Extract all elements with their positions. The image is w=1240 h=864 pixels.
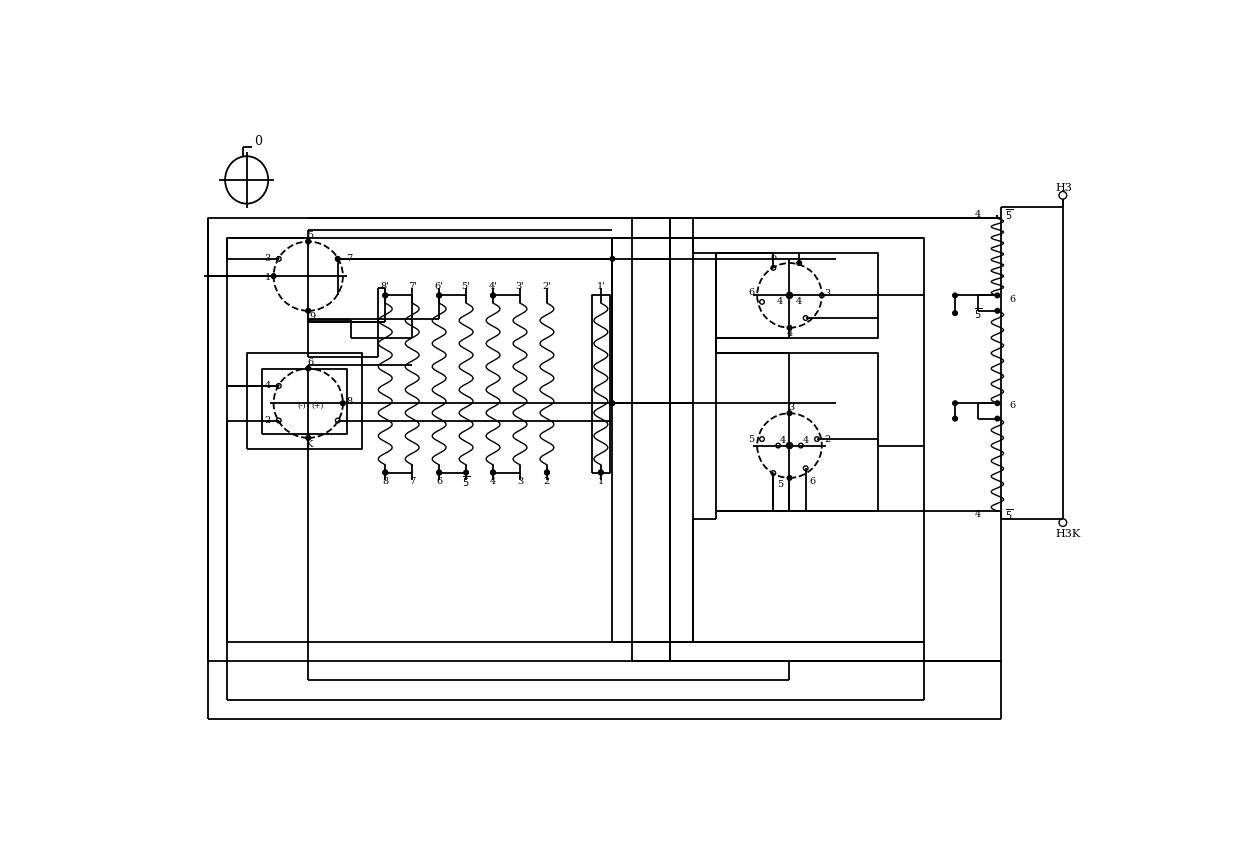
Text: 6: 6 xyxy=(1009,295,1016,304)
Circle shape xyxy=(306,436,310,440)
Circle shape xyxy=(610,401,615,405)
Text: 3: 3 xyxy=(825,289,831,298)
Text: 4: 4 xyxy=(975,511,981,519)
Text: $\overline{5}$: $\overline{5}$ xyxy=(975,306,982,321)
Circle shape xyxy=(306,239,310,244)
Circle shape xyxy=(383,470,388,475)
Circle shape xyxy=(336,257,340,261)
Text: 4': 4' xyxy=(489,282,497,290)
Circle shape xyxy=(383,293,388,298)
Text: 3': 3' xyxy=(516,282,525,290)
Text: 6: 6 xyxy=(748,288,754,296)
Circle shape xyxy=(952,293,957,298)
Text: 8': 8' xyxy=(381,282,389,290)
Text: 4: 4 xyxy=(776,297,782,306)
Circle shape xyxy=(787,326,791,329)
Text: 9: 9 xyxy=(309,313,315,321)
Text: 1: 1 xyxy=(598,477,604,486)
Circle shape xyxy=(786,442,792,448)
Circle shape xyxy=(436,470,441,475)
Text: H3: H3 xyxy=(1055,182,1073,193)
Text: 6: 6 xyxy=(1009,401,1016,410)
Circle shape xyxy=(436,470,441,475)
Text: 2: 2 xyxy=(544,477,551,486)
Text: 4: 4 xyxy=(802,436,808,446)
Circle shape xyxy=(797,262,801,264)
Circle shape xyxy=(491,293,495,298)
Text: 2: 2 xyxy=(825,435,831,443)
Text: $\overline{5}$: $\overline{5}$ xyxy=(1004,507,1013,522)
Text: $\overline{5}$: $\overline{5}$ xyxy=(463,474,470,489)
Circle shape xyxy=(786,292,792,298)
Circle shape xyxy=(491,293,495,298)
Circle shape xyxy=(491,470,495,475)
Text: 8: 8 xyxy=(346,397,352,406)
Text: 4: 4 xyxy=(786,329,792,339)
Text: 6: 6 xyxy=(308,358,314,367)
Text: 7': 7' xyxy=(408,282,417,290)
Circle shape xyxy=(952,401,957,405)
Text: 8: 8 xyxy=(382,477,388,486)
Circle shape xyxy=(787,411,791,415)
Text: 6': 6' xyxy=(435,282,444,290)
Circle shape xyxy=(544,470,549,475)
Circle shape xyxy=(787,476,791,480)
Text: 3: 3 xyxy=(787,403,794,412)
Circle shape xyxy=(383,470,388,475)
Circle shape xyxy=(464,470,469,475)
Text: 4: 4 xyxy=(796,297,802,306)
Circle shape xyxy=(436,293,441,298)
Text: 4: 4 xyxy=(780,436,786,446)
Circle shape xyxy=(306,366,310,371)
Circle shape xyxy=(436,293,441,298)
Text: 7: 7 xyxy=(346,254,352,264)
Text: 7: 7 xyxy=(409,477,415,486)
Text: 4: 4 xyxy=(264,381,270,391)
Text: 5': 5' xyxy=(461,282,470,290)
Text: 0: 0 xyxy=(254,135,262,148)
Text: 2: 2 xyxy=(264,416,270,425)
Circle shape xyxy=(610,257,615,261)
Circle shape xyxy=(994,416,999,421)
Text: 6: 6 xyxy=(436,477,443,486)
Circle shape xyxy=(994,308,999,313)
Text: (-): (-) xyxy=(298,402,305,410)
Circle shape xyxy=(599,470,603,475)
Text: 5: 5 xyxy=(748,435,754,443)
Text: 3: 3 xyxy=(517,477,523,486)
Circle shape xyxy=(599,470,603,475)
Text: K: K xyxy=(305,440,312,448)
Text: 4: 4 xyxy=(975,210,981,219)
Circle shape xyxy=(952,311,957,315)
Text: 5: 5 xyxy=(776,480,782,488)
Circle shape xyxy=(306,309,310,313)
Text: H3K: H3K xyxy=(1055,529,1080,539)
Text: $\overline{5}$: $\overline{5}$ xyxy=(1004,207,1013,222)
Circle shape xyxy=(383,293,388,298)
Text: 6: 6 xyxy=(770,253,776,262)
Text: 4: 4 xyxy=(490,477,496,486)
Text: (+): (+) xyxy=(311,402,324,410)
Text: 2': 2' xyxy=(542,282,552,290)
Text: 3: 3 xyxy=(264,254,270,264)
Circle shape xyxy=(341,401,345,405)
Circle shape xyxy=(491,470,495,475)
Text: 1': 1' xyxy=(596,282,605,290)
Circle shape xyxy=(994,401,999,405)
Circle shape xyxy=(952,416,957,421)
Text: 5: 5 xyxy=(308,231,314,240)
Circle shape xyxy=(544,470,549,475)
Circle shape xyxy=(272,274,275,278)
Text: 1: 1 xyxy=(264,273,270,283)
Circle shape xyxy=(994,293,999,298)
Text: 6: 6 xyxy=(808,477,815,486)
